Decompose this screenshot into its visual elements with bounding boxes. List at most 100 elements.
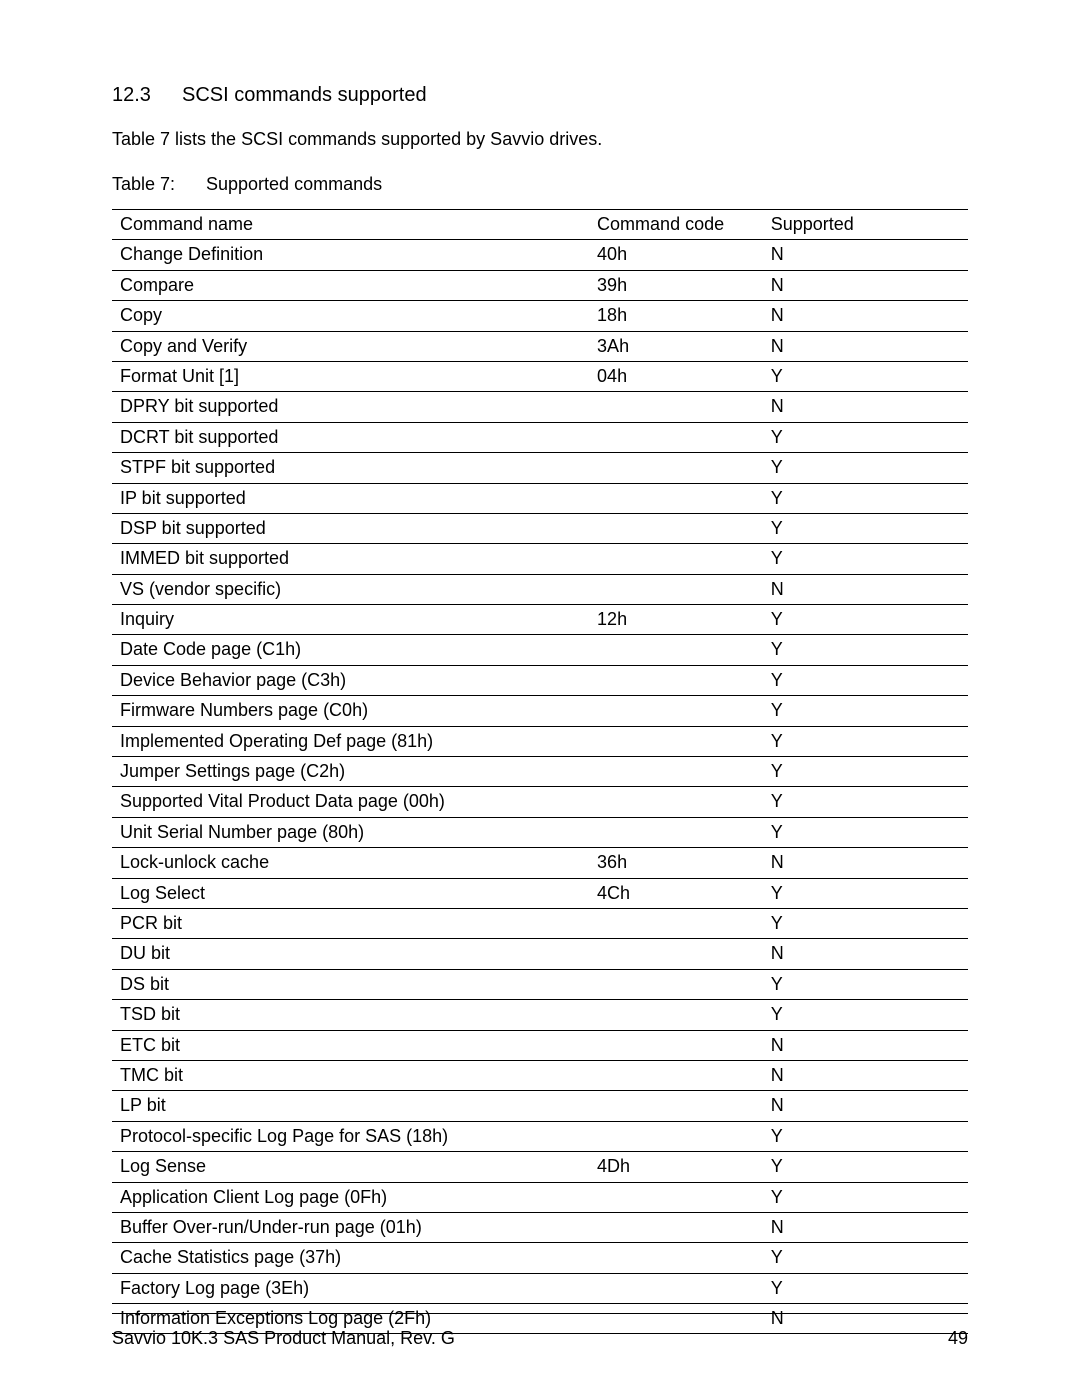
cell-supported: Y xyxy=(763,878,968,908)
cell-command-name: Unit Serial Number page (80h) xyxy=(112,817,589,847)
table-row: PCR bit Y xyxy=(112,908,968,938)
cell-command-name: Copy and Verify xyxy=(112,331,589,361)
cell-command-name: Lock-unlock cache xyxy=(112,848,589,878)
table-row: IMMED bit supported Y xyxy=(112,544,968,574)
cell-supported: Y xyxy=(763,483,968,513)
table-row: Factory Log page (3Eh) Y xyxy=(112,1273,968,1303)
cell-command-name: Supported Vital Product Data page (00h) xyxy=(112,787,589,817)
table-row: TMC bitN xyxy=(112,1060,968,1090)
cell-supported: Y xyxy=(763,1121,968,1151)
table-row: LP bitN xyxy=(112,1091,968,1121)
cell-command-name: IP bit supported xyxy=(112,483,589,513)
table-header-row: Command name Command code Supported xyxy=(112,210,968,240)
table-row: Implemented Operating Def page (81h)Y xyxy=(112,726,968,756)
table-row: VS (vendor specific)N xyxy=(112,574,968,604)
cell-supported: Y xyxy=(763,969,968,999)
cell-command-name: Compare xyxy=(112,270,589,300)
cell-command-name: PCR bit xyxy=(112,908,589,938)
cell-command-code xyxy=(589,574,763,604)
cell-command-code xyxy=(589,939,763,969)
page: 12.3 SCSI commands supported Table 7 lis… xyxy=(0,0,1080,1397)
cell-command-name: Application Client Log page (0Fh) xyxy=(112,1182,589,1212)
cell-command-code xyxy=(589,908,763,938)
cell-supported: N xyxy=(763,392,968,422)
table-row: Protocol-specific Log Page for SAS (18h)… xyxy=(112,1121,968,1151)
cell-supported: Y xyxy=(763,544,968,574)
cell-supported: N xyxy=(763,848,968,878)
page-footer: Savvio 10K.3 SAS Product Manual, Rev. G … xyxy=(112,1313,968,1349)
table-row: Jumper Settings page (C2h)Y xyxy=(112,757,968,787)
cell-supported: N xyxy=(763,939,968,969)
table-row: Date Code page (C1h)Y xyxy=(112,635,968,665)
col-command-code: Command code xyxy=(589,210,763,240)
cell-command-name: Inquiry xyxy=(112,605,589,635)
table-row: DPRY bit supportedN xyxy=(112,392,968,422)
cell-command-code xyxy=(589,696,763,726)
cell-command-name: Buffer Over-run/Under-run page (01h) xyxy=(112,1212,589,1242)
cell-command-code xyxy=(589,453,763,483)
commands-table: Command name Command code Supported Chan… xyxy=(112,209,968,1334)
cell-command-code xyxy=(589,635,763,665)
cell-command-code xyxy=(589,726,763,756)
table-row: Device Behavior page (C3h)Y xyxy=(112,665,968,695)
cell-supported: Y xyxy=(763,513,968,543)
footer-title: Savvio 10K.3 SAS Product Manual, Rev. G xyxy=(112,1328,455,1349)
cell-supported: Y xyxy=(763,1273,968,1303)
table-row: STPF bit supportedY xyxy=(112,453,968,483)
table-row: Lock-unlock cache36hN xyxy=(112,848,968,878)
cell-command-name: DS bit xyxy=(112,969,589,999)
cell-supported: Y xyxy=(763,422,968,452)
table-row: DCRT bit supported Y xyxy=(112,422,968,452)
cell-command-name: Factory Log page (3Eh) xyxy=(112,1273,589,1303)
cell-command-code xyxy=(589,1030,763,1060)
cell-supported: Y xyxy=(763,908,968,938)
section-heading: 12.3 SCSI commands supported xyxy=(112,84,968,107)
table-row: Format Unit [1]04hY xyxy=(112,361,968,391)
cell-command-code xyxy=(589,1000,763,1030)
cell-command-name: Firmware Numbers page (C0h) xyxy=(112,696,589,726)
section-number: 12.3 xyxy=(112,84,182,107)
section-title: SCSI commands supported xyxy=(182,84,427,107)
cell-command-name: ETC bit xyxy=(112,1030,589,1060)
cell-command-code xyxy=(589,1060,763,1090)
table-row: Inquiry12hY xyxy=(112,605,968,635)
cell-command-name: DCRT bit supported xyxy=(112,422,589,452)
cell-command-name: IMMED bit supported xyxy=(112,544,589,574)
table-row: Buffer Over-run/Under-run page (01h) N xyxy=(112,1212,968,1242)
table-row: Application Client Log page (0Fh)Y xyxy=(112,1182,968,1212)
table-row: Log Sense4DhY xyxy=(112,1152,968,1182)
cell-supported: Y xyxy=(763,696,968,726)
table-row: Supported Vital Product Data page (00h)Y xyxy=(112,787,968,817)
table-row: TSD bitY xyxy=(112,1000,968,1030)
cell-supported: N xyxy=(763,1212,968,1242)
cell-command-code xyxy=(589,665,763,695)
col-command-name: Command name xyxy=(112,210,589,240)
cell-command-name: Format Unit [1] xyxy=(112,361,589,391)
cell-command-code: 36h xyxy=(589,848,763,878)
cell-command-code: 18h xyxy=(589,301,763,331)
cell-command-code xyxy=(589,1091,763,1121)
footer-page-number: 49 xyxy=(948,1328,968,1349)
cell-command-code xyxy=(589,1273,763,1303)
cell-supported: N xyxy=(763,1091,968,1121)
cell-command-code xyxy=(589,757,763,787)
cell-command-code xyxy=(589,1121,763,1151)
cell-supported: N xyxy=(763,1030,968,1060)
cell-supported: Y xyxy=(763,361,968,391)
cell-command-name: Change Definition xyxy=(112,240,589,270)
table-row: DSP bit supportedY xyxy=(112,513,968,543)
table-caption: Table 7: Supported commands xyxy=(112,174,968,195)
cell-command-code: 3Ah xyxy=(589,331,763,361)
cell-command-name: Jumper Settings page (C2h) xyxy=(112,757,589,787)
table-caption-label: Table 7: xyxy=(112,174,206,195)
cell-command-code xyxy=(589,544,763,574)
col-supported: Supported xyxy=(763,210,968,240)
cell-command-code xyxy=(589,513,763,543)
table-row: DS bit Y xyxy=(112,969,968,999)
table-row: IP bit supported Y xyxy=(112,483,968,513)
cell-supported: Y xyxy=(763,635,968,665)
table-row: Log Select4ChY xyxy=(112,878,968,908)
cell-command-name: TMC bit xyxy=(112,1060,589,1090)
cell-supported: Y xyxy=(763,605,968,635)
cell-supported: Y xyxy=(763,453,968,483)
